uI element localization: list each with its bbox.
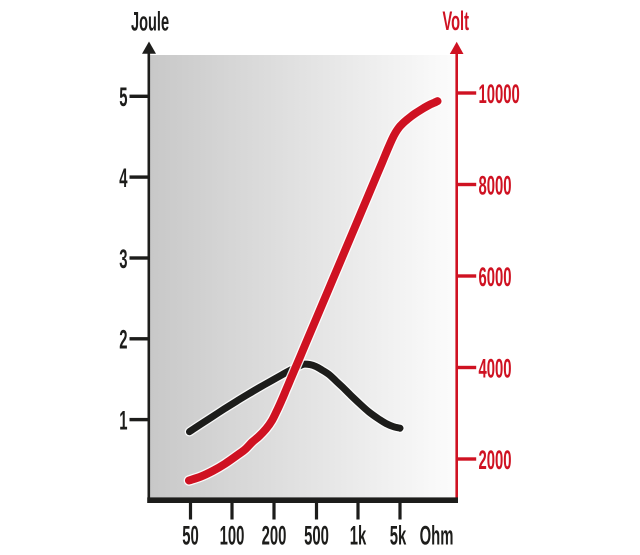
svg-text:1: 1 xyxy=(119,405,127,436)
svg-text:200: 200 xyxy=(262,520,287,551)
svg-text:2: 2 xyxy=(119,324,127,355)
svg-text:2000: 2000 xyxy=(479,444,512,475)
svg-text:3: 3 xyxy=(119,243,127,274)
svg-text:Volt: Volt xyxy=(443,6,469,36)
svg-text:Ohm: Ohm xyxy=(420,520,454,551)
svg-text:Joule: Joule xyxy=(131,7,169,37)
svg-text:4: 4 xyxy=(119,162,127,193)
svg-text:10000: 10000 xyxy=(479,78,520,109)
svg-text:5: 5 xyxy=(119,81,127,112)
svg-text:500: 500 xyxy=(304,520,329,551)
svg-text:5k: 5k xyxy=(390,520,407,551)
svg-text:50: 50 xyxy=(182,520,199,551)
svg-text:100: 100 xyxy=(220,520,245,551)
svg-text:4000: 4000 xyxy=(479,353,512,384)
svg-text:1k: 1k xyxy=(350,520,367,551)
svg-text:8000: 8000 xyxy=(479,170,512,201)
svg-text:6000: 6000 xyxy=(479,261,512,292)
